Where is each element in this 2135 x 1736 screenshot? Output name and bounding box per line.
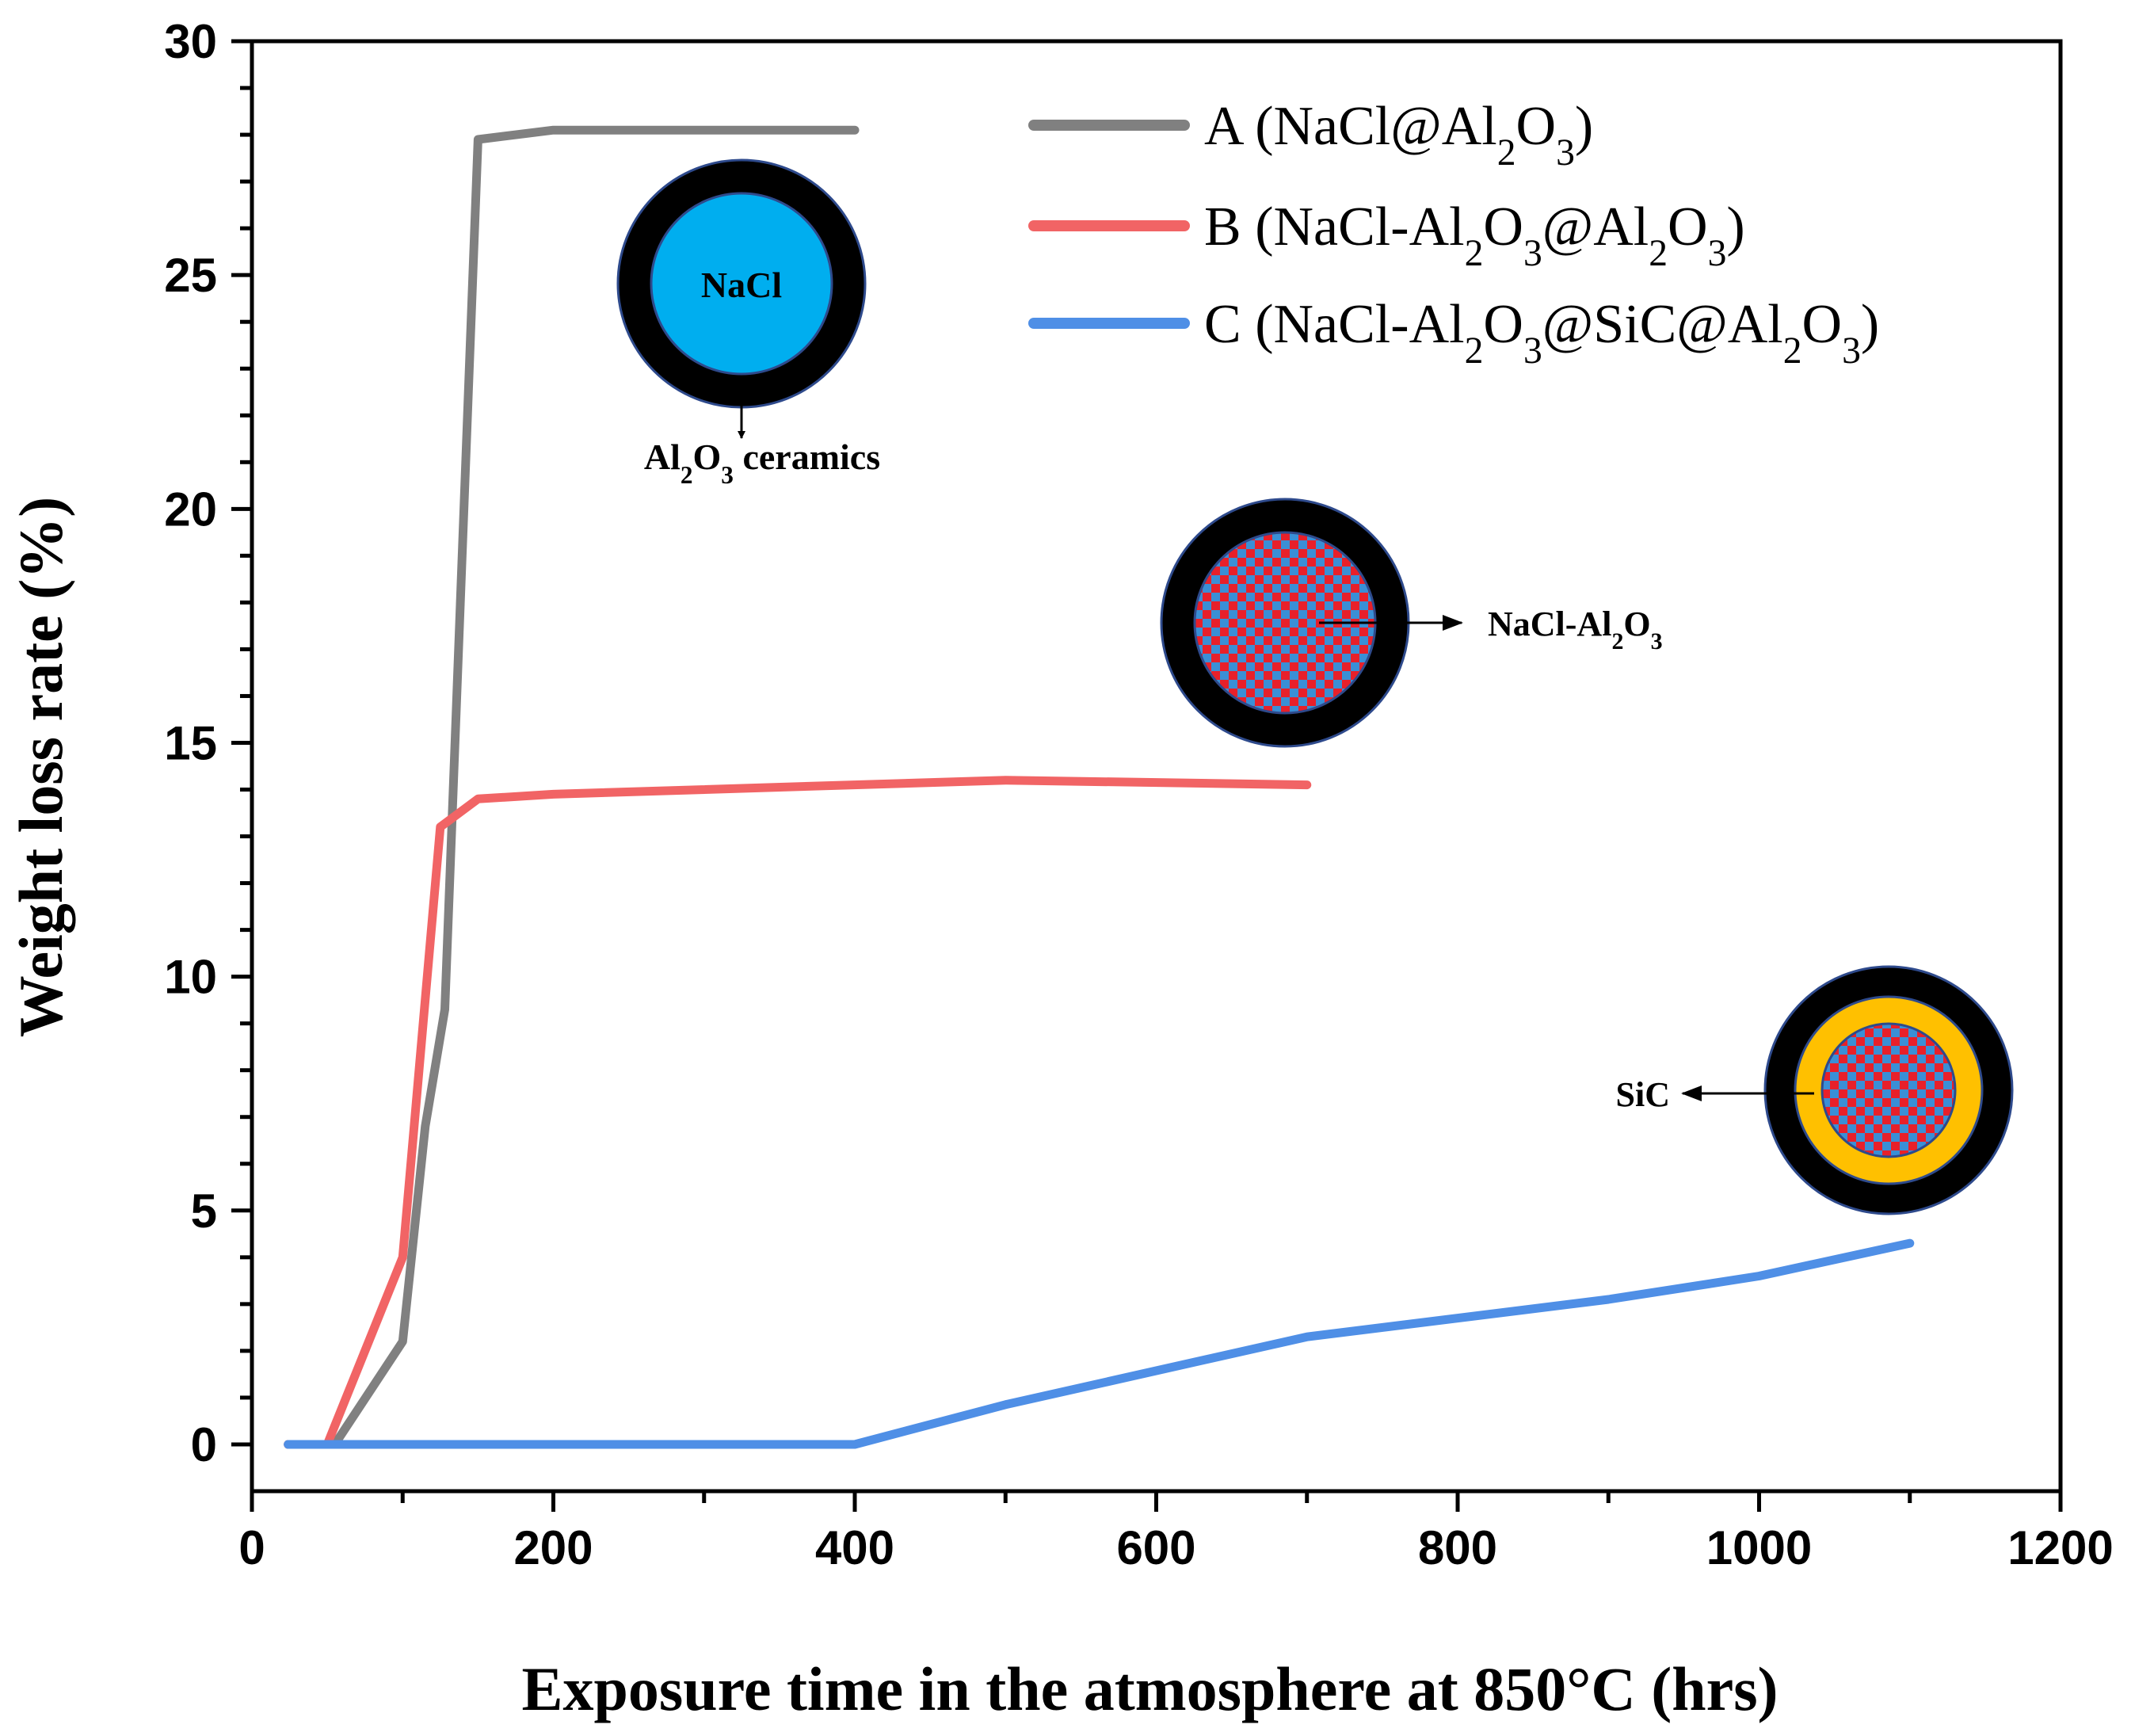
y-tick-label: 10: [164, 951, 217, 1004]
x-tick-label: 1000: [1706, 1521, 1812, 1574]
x-tick-label: 400: [815, 1521, 894, 1574]
inset-nacl-al2o3: NaCl Al2O3 ceramics: [616, 158, 880, 489]
y-tick-label: 15: [164, 716, 217, 769]
legend-label-a: A (NaCl@Al2O3): [1204, 96, 1593, 174]
annotation-nacl-al2o3: NaCl-Al2O3: [1488, 605, 1663, 654]
series-line-c: [284, 1238, 1915, 1449]
x-tick-label: 0: [238, 1521, 265, 1574]
x-tick-label: 800: [1418, 1521, 1497, 1574]
y-tick-label: 20: [164, 483, 217, 536]
legend-label-b: B (NaCl-Al2O3@Al2O3): [1204, 196, 1745, 274]
x-tick-label: 200: [513, 1521, 593, 1574]
y-tick-label: 5: [191, 1185, 217, 1238]
annotation-sic: SiC: [1616, 1075, 1670, 1114]
series-line-a: [284, 125, 860, 1449]
y-tick-label: 30: [164, 15, 217, 68]
legend: A (NaCl@Al2O3) B (NaCl-Al2O3@Al2O3) C (NaC…: [1028, 96, 1879, 372]
y-axis-title: Weight loss rate (%): [6, 497, 75, 1037]
x-tick-label: 1200: [2007, 1521, 2113, 1574]
annotation-nacl: NaCl: [701, 265, 782, 305]
inset-nacl-al2o3-sic-al2o3: SiC: [1616, 965, 2014, 1215]
inset-a-core: [650, 192, 833, 376]
x-axis-title: Exposure time in the atmosphere at 850°C…: [521, 1654, 1778, 1723]
legend-label-c: C (NaCl-Al2O3@SiC@Al2O3): [1204, 294, 1879, 372]
series-line-b: [284, 776, 1312, 1449]
x-tick-label: 600: [1116, 1521, 1195, 1574]
series-layer: [284, 125, 1915, 1449]
axes-layer: 0 200 400 600 800 1000 1200 0 5 10 15 20 25 30 Exposur…: [6, 15, 2114, 1723]
inset-c-core: [1820, 1022, 1957, 1158]
inset-nacl-al2o3-composite: NaCl-Al2O3: [1160, 498, 1663, 748]
annotation-al2o3-ceramics: Al2O3 ceramics: [644, 437, 880, 489]
y-tick-label: 0: [191, 1418, 217, 1471]
y-tick-label: 25: [164, 249, 217, 302]
